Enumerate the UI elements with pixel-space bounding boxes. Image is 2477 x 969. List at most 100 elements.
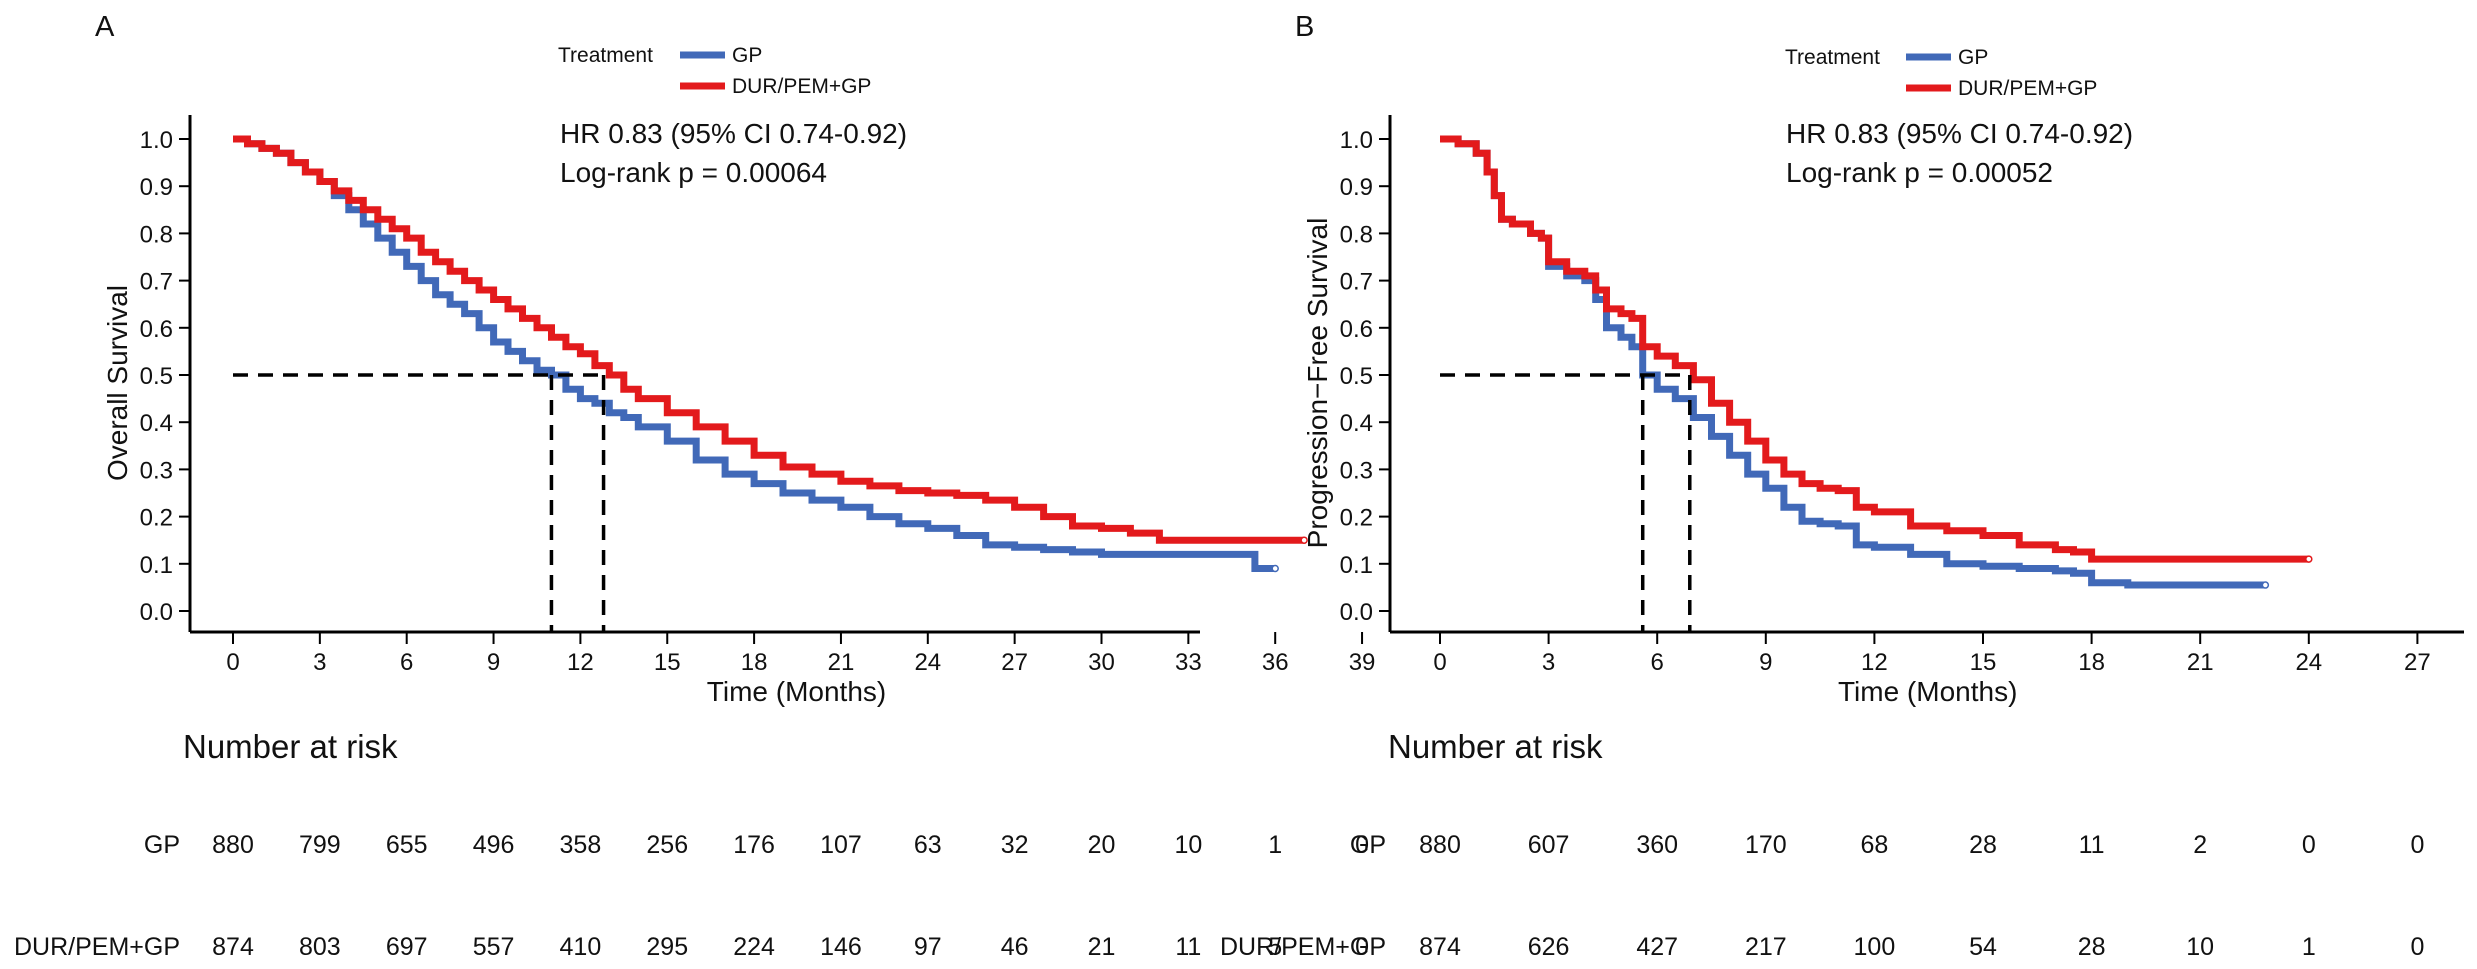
panel-b-y-tick-label: 0.3 bbox=[1340, 457, 1373, 484]
panel-b-x-tick-label: 0 bbox=[1433, 649, 1446, 676]
panel-a-x-tick-label: 3 bbox=[313, 649, 326, 676]
panel-b-y-tick-label: 0.0 bbox=[1340, 599, 1373, 626]
panel-a-legend-entry: DUR/PEM+GP bbox=[732, 75, 871, 98]
panel-b-x-tick-label: 18 bbox=[2078, 649, 2105, 676]
panel-a-risk-table-title: Number at risk bbox=[183, 728, 398, 765]
panel-a-y-tick-label: 0.6 bbox=[140, 316, 173, 343]
panel-a-x-tick-label: 36 bbox=[1262, 649, 1289, 676]
panel-b-risk-cell: 0 bbox=[2410, 831, 2424, 859]
panel-a-risk-cell: 496 bbox=[473, 831, 515, 859]
panel-a-series-gp-censor-mark bbox=[1271, 564, 1279, 573]
panel-a-x-tick-label: 27 bbox=[1001, 649, 1028, 676]
panel-b-x-tick-label: 21 bbox=[2187, 649, 2214, 676]
panel-a-y-tick-label: 0.4 bbox=[140, 410, 173, 437]
panel-b-x-tick-label: 24 bbox=[2295, 649, 2322, 676]
panel-a-label: A bbox=[95, 11, 115, 43]
panel-a-legend-entry: GP bbox=[732, 44, 762, 67]
panel-b-y-tick-label: 0.4 bbox=[1340, 410, 1373, 437]
panel-b-risk-cell: 880 bbox=[1419, 831, 1461, 859]
panel-a-risk-cell: 97 bbox=[914, 933, 942, 961]
panel-a-x-tick-label: 33 bbox=[1175, 649, 1202, 676]
panel-b-x-axis-title: Time (Months) bbox=[1838, 676, 2017, 707]
panel-a-y-tick-label: 0.3 bbox=[140, 457, 173, 484]
panel-a-x-tick-label: 0 bbox=[226, 649, 239, 676]
panel-a-x-axis-title: Time (Months) bbox=[707, 676, 886, 707]
panel-b-risk-cell: 626 bbox=[1528, 933, 1570, 961]
panel-b-risk-cell: 874 bbox=[1419, 933, 1461, 961]
panel-a-series-dur-pem-gp-censor-mark bbox=[1300, 536, 1308, 544]
panel-a-risk-cell: 32 bbox=[1001, 831, 1029, 859]
panel-b-series-gp-line bbox=[1440, 135, 2266, 589]
panel-a-y-tick-label: 0.1 bbox=[140, 552, 173, 579]
panel-b-pvalue-annotation: Log-rank p = 0.00052 bbox=[1786, 157, 2053, 188]
panel-a-risk-row-label: GP bbox=[144, 831, 180, 859]
panel-b-risk-cell: 11 bbox=[2079, 831, 2105, 859]
panel-b-series-dur-pem-gp-censor-mark bbox=[2305, 555, 2313, 563]
panel-a-x-tick-label: 24 bbox=[914, 649, 941, 676]
panel-b-hr-annotation: HR 0.83 (95% CI 0.74-0.92) bbox=[1786, 118, 2133, 149]
panel-b-y-tick-label: 0.7 bbox=[1340, 269, 1373, 296]
panel-b-risk-cell: 607 bbox=[1528, 831, 1570, 859]
panel-a-x-tick-label: 30 bbox=[1088, 649, 1115, 676]
panel-a-x-tick-label: 6 bbox=[400, 649, 413, 676]
panel-a-y-tick-label: 0.2 bbox=[140, 505, 173, 532]
panel-b-x-tick-label: 12 bbox=[1861, 649, 1888, 676]
panel-a-x-tick-label: 15 bbox=[654, 649, 681, 676]
panel-b-risk-cell: 100 bbox=[1854, 933, 1896, 961]
panel-a-risk-cell: 256 bbox=[646, 831, 688, 859]
panel-a-y-tick-label: 0.8 bbox=[140, 221, 173, 248]
panel-a-y-tick-label: 0.5 bbox=[140, 363, 173, 390]
panel-a-risk-row-label: DUR/PEM+GP bbox=[14, 933, 180, 961]
panel-a-legend-title: Treatment bbox=[558, 44, 653, 67]
panel-a-risk-cell: 146 bbox=[820, 933, 862, 961]
panel-b-y-axis-title: Progression−Free Survival bbox=[1302, 218, 1333, 549]
panel-a-series-dur-pem-gp-line bbox=[233, 135, 1305, 544]
panel-a-risk-cell: 1 bbox=[1268, 831, 1282, 859]
panel-a-risk-cell: 655 bbox=[386, 831, 428, 859]
panel-a-x-tick-label: 12 bbox=[567, 649, 594, 676]
panel-a-y-tick-label: 1.0 bbox=[140, 127, 173, 154]
panel-a-risk-cell: 11 bbox=[1175, 933, 1201, 961]
panel-a-series-gp-line bbox=[233, 135, 1276, 572]
panel-b-risk-cell: 54 bbox=[1969, 933, 1997, 961]
panel-b-risk-row-label: GP bbox=[1350, 831, 1386, 859]
panel-b-risk-cell: 28 bbox=[2078, 933, 2106, 961]
panel-b-risk-cell: 1 bbox=[2302, 933, 2316, 961]
panel-b-legend-entry: GP bbox=[1958, 46, 1988, 69]
panel-a-risk-cell: 21 bbox=[1088, 933, 1116, 961]
panel-b-x-tick-label: 9 bbox=[1759, 649, 1772, 676]
panel-a-risk-cell: 46 bbox=[1001, 933, 1029, 961]
panel-b-x-tick-label: 15 bbox=[1970, 649, 1997, 676]
panel-a-risk-cell: 63 bbox=[914, 831, 942, 859]
panel-b-label: B bbox=[1295, 11, 1314, 43]
panel-a-x-tick-label: 21 bbox=[828, 649, 855, 676]
panel-b-risk-cell: 68 bbox=[1860, 831, 1888, 859]
panel-b-legend-entry: DUR/PEM+GP bbox=[1958, 77, 2097, 100]
panel-a-x-tick-label: 9 bbox=[487, 649, 500, 676]
panel-b-risk-cell: 10 bbox=[2186, 933, 2214, 961]
panel-b-legend-title: Treatment bbox=[1785, 46, 1880, 69]
panel-b-y-tick-label: 0.8 bbox=[1340, 221, 1373, 248]
panel-a-y-tick-label: 0.9 bbox=[140, 174, 173, 201]
panel-b-risk-row-label: DUR/PEM+GP bbox=[1220, 933, 1386, 961]
panel-b-x-tick-label: 3 bbox=[1542, 649, 1555, 676]
panel-b-x-tick-label: 6 bbox=[1651, 649, 1664, 676]
panel-b-y-tick-label: 0.6 bbox=[1340, 316, 1373, 343]
panel-b-series-gp-censor-mark bbox=[2261, 581, 2270, 589]
panel-b-risk-cell: 2 bbox=[2193, 831, 2207, 859]
panel-b-risk-cell: 217 bbox=[1745, 933, 1787, 961]
panel-a-x-tick-label: 18 bbox=[741, 649, 768, 676]
panel-a-risk-cell: 0 bbox=[1355, 933, 1369, 961]
panel-b-x-tick-label: 27 bbox=[2404, 649, 2431, 676]
panel-b-y-tick-label: 1.0 bbox=[1340, 127, 1373, 154]
panel-a-risk-cell: 5 bbox=[1268, 933, 1282, 961]
panel-a-y-tick-label: 0.7 bbox=[140, 269, 173, 296]
panel-a-hr-annotation: HR 0.83 (95% CI 0.74-0.92) bbox=[560, 118, 907, 149]
panel-b-risk-cell: 360 bbox=[1636, 831, 1678, 859]
panel-a-risk-cell: 10 bbox=[1174, 831, 1202, 859]
panel-a-y-axis-title: Overall Survival bbox=[102, 285, 133, 481]
panel-a-risk-cell: 358 bbox=[560, 831, 602, 859]
panel-b-risk-cell: 0 bbox=[2302, 831, 2316, 859]
panel-b-y-tick-label: 0.1 bbox=[1340, 552, 1373, 579]
